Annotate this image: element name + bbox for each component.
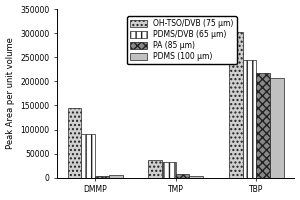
Bar [68,108,82,178]
Bar [176,174,189,178]
Bar [229,32,243,178]
Bar [256,73,270,178]
Bar [270,78,284,178]
Bar [95,176,109,178]
Bar [109,175,123,178]
Bar [162,162,176,178]
Bar [148,160,162,178]
Y-axis label: Peak Area per unit volume: Peak Area per unit volume [6,37,15,149]
Bar [189,176,203,178]
Bar [82,134,95,178]
Legend: OH-TSO/DVB (75 μm), PDMS/DVB (65 μm), PA (85 μm), PDMS (100 μm): OH-TSO/DVB (75 μm), PDMS/DVB (65 μm), PA… [127,16,237,64]
Bar [243,60,256,178]
